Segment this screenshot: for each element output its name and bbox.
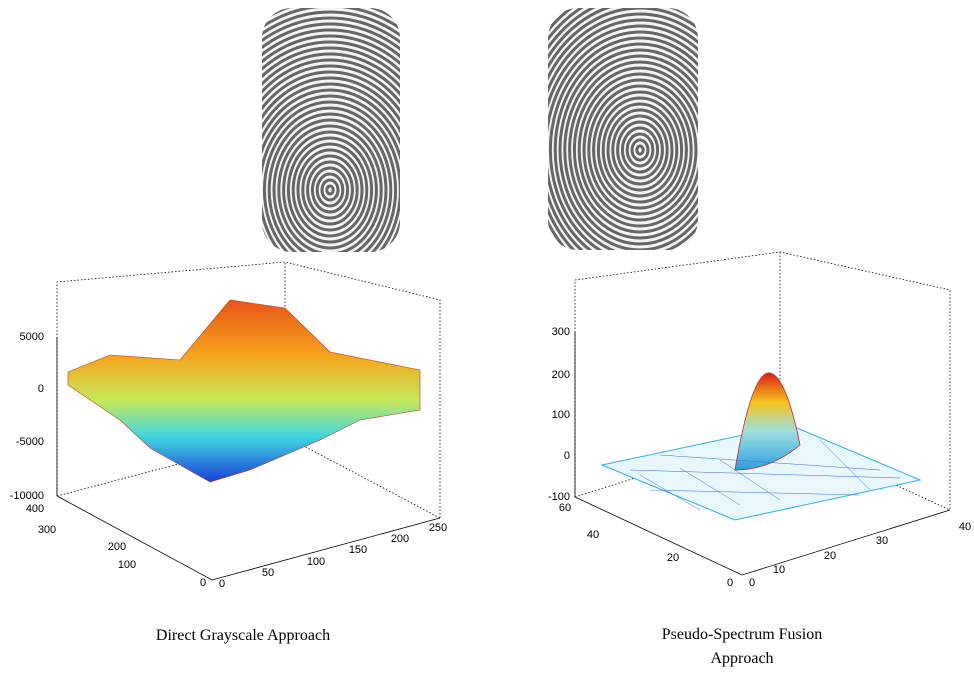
y-tick-label: 20: [667, 552, 679, 564]
x-tick-label: 0: [749, 577, 755, 589]
z-tick-label: 0: [564, 450, 570, 462]
z-tick-label: -10000: [10, 490, 44, 502]
y-tick-label: 40: [587, 529, 599, 541]
z-tick-label: 5000: [20, 331, 44, 343]
caption: Direct Grayscale Approach: [133, 624, 353, 648]
fingerprint-image: [483, 0, 797, 346]
surface: [68, 300, 420, 482]
y-tick-label: 400: [26, 503, 44, 515]
y-tick-label: 200: [108, 541, 126, 553]
x-tick-label: 40: [959, 521, 971, 533]
z-tick-label: -5000: [16, 436, 44, 448]
x-tick-label: 200: [391, 533, 409, 545]
x-tick-label: 150: [349, 544, 367, 556]
x-tick-label: 100: [307, 556, 325, 568]
z-tick-label: 0: [38, 383, 44, 395]
x-tick-label: 10: [773, 564, 785, 576]
x-tick-label: 20: [824, 550, 836, 562]
y-tick-label: 300: [38, 524, 56, 536]
figure: 50000-5000-10000400300200100005010015020…: [0, 0, 974, 674]
z-tick-label: 300: [552, 326, 570, 338]
mesh-surface: [602, 373, 920, 520]
x-tick-label: 30: [876, 535, 888, 547]
caption: Pseudo-Spectrum Fusion Approach: [642, 623, 842, 671]
x-tick-label: 50: [262, 567, 274, 579]
y-tick-label: 0: [727, 577, 733, 589]
x-tick-label: 250: [429, 522, 447, 534]
y-tick-label: 100: [118, 559, 136, 571]
z-tick-label: 200: [552, 369, 570, 381]
y-tick-label: 0: [200, 577, 206, 589]
z-tick-label: 100: [552, 409, 570, 421]
figure-canvas: 50000-5000-10000400300200100005010015020…: [0, 0, 974, 674]
x-tick-label: 0: [219, 578, 225, 590]
y-tick-label: 60: [559, 502, 571, 514]
